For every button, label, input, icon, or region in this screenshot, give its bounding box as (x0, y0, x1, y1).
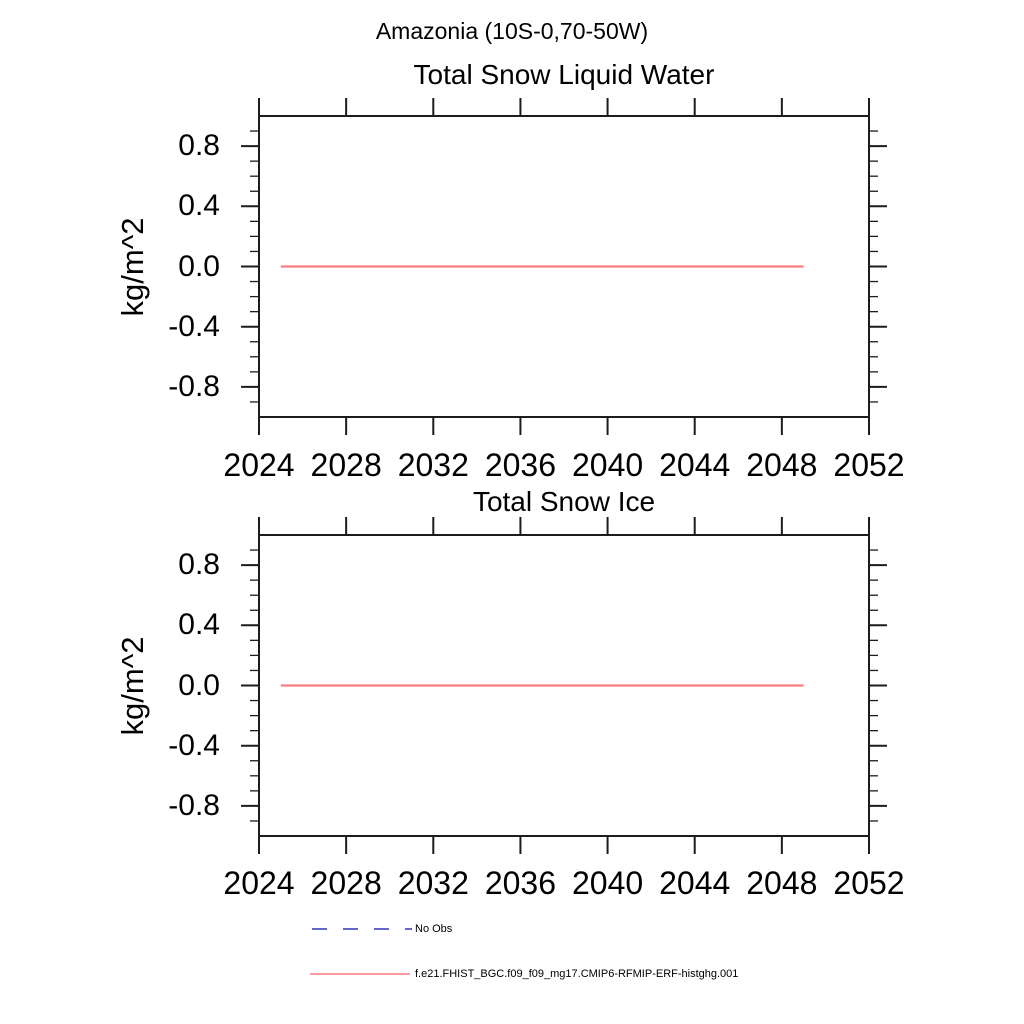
legend-label-no-obs: No Obs (415, 923, 453, 935)
page-title: Amazonia (10S-0,70-50W) (375, 18, 649, 44)
legend-label-model-run: f.e21.FHIST_BGC.f09_f09_mg17.CMIP6-RFMIP… (415, 968, 739, 980)
